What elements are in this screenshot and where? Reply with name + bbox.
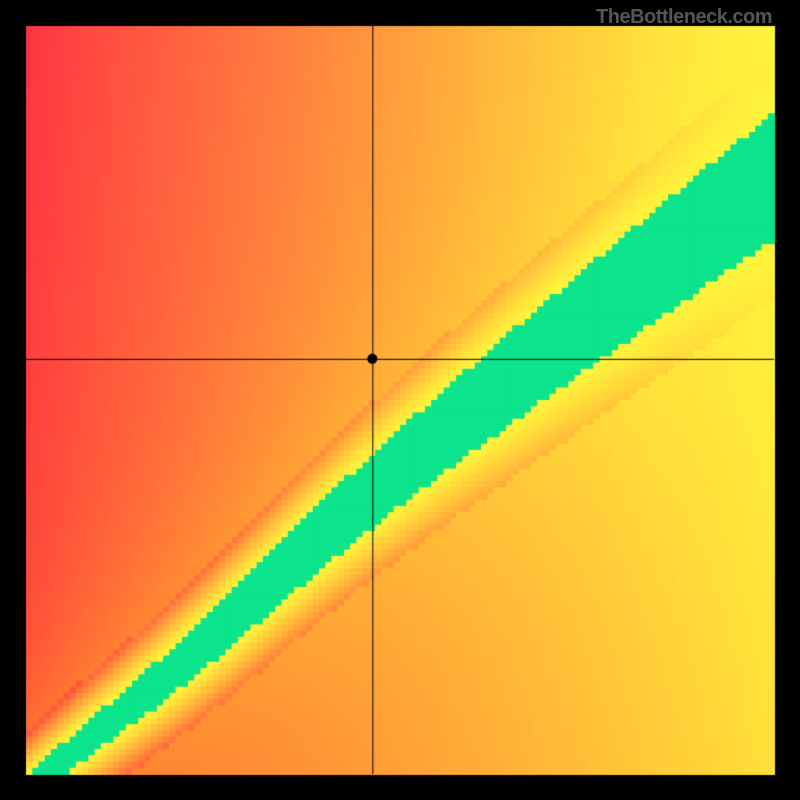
chart-container: TheBottleneck.com — [0, 0, 800, 800]
watermark-text: TheBottleneck.com — [596, 6, 772, 29]
heatmap-canvas — [0, 0, 800, 800]
